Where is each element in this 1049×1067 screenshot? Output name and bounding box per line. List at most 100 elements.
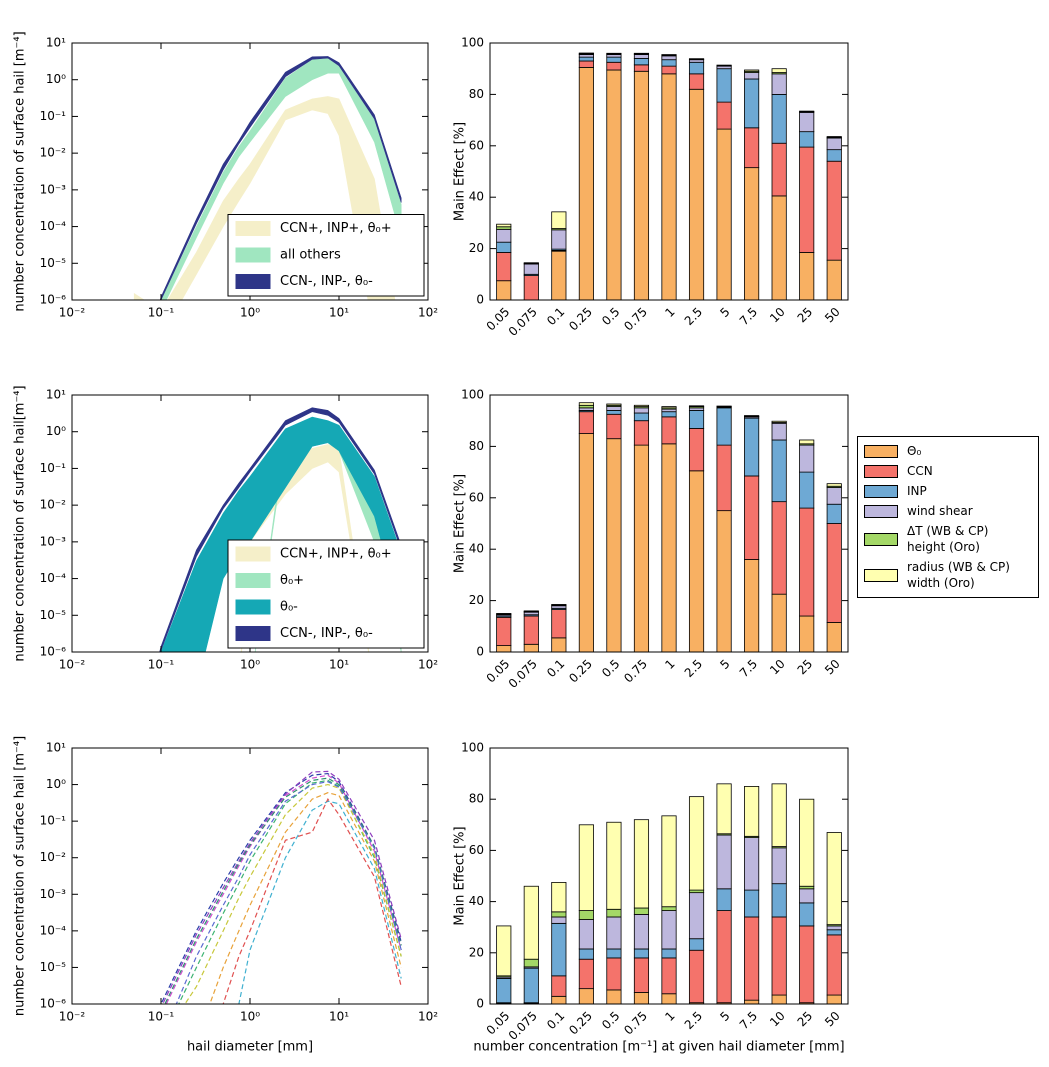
- x-tick-label: 5: [717, 305, 732, 320]
- y-tick-label: 10⁻²: [40, 498, 67, 512]
- bar-segment: [744, 72, 760, 80]
- legend-swatch: [235, 221, 271, 236]
- bar-segment: [606, 989, 622, 1004]
- y-axis-label: number concentration of surface hail [m⁻…: [13, 31, 28, 311]
- bar-segment: [633, 819, 650, 909]
- bar-segment: [716, 405, 732, 407]
- bar-segment: [771, 501, 787, 595]
- plot-area: [496, 783, 842, 1004]
- y-tick-label: 20: [469, 593, 484, 607]
- bar-segment: [606, 56, 622, 63]
- bar-segment: [744, 999, 760, 1004]
- y-tick-label: 10⁻³: [40, 534, 67, 548]
- bar-segment: [661, 993, 677, 1004]
- x-tick-label: 10: [767, 305, 788, 326]
- bar-segment: [826, 137, 842, 151]
- bar-segment: [523, 263, 539, 275]
- bar-segment: [551, 916, 567, 924]
- x-tick-label: 25: [795, 657, 816, 678]
- bar-segment: [688, 428, 705, 472]
- bar-segment: [771, 439, 787, 503]
- y-tick-label: 60: [469, 138, 484, 152]
- bar-segment: [523, 262, 539, 264]
- bar-segment: [688, 796, 705, 891]
- bar-segment: [661, 957, 677, 995]
- bar-segment: [771, 847, 787, 885]
- legend-item: INP: [858, 481, 1038, 501]
- legend-item: wind shear: [858, 501, 1038, 521]
- bar-segment: [826, 523, 842, 623]
- bar-segment: [826, 259, 842, 300]
- bar-segment: [661, 65, 677, 75]
- bar-segment: [799, 902, 815, 927]
- bar-segment: [606, 948, 622, 959]
- x-tick-label: 0.5: [599, 305, 622, 328]
- bar-segment: [633, 957, 650, 993]
- bar-segment: [771, 883, 787, 918]
- y-tick-label: 10⁻⁴: [40, 571, 67, 585]
- y-tick-label: 10⁰: [46, 777, 66, 791]
- legend-label: all others: [280, 248, 341, 263]
- bar-segment: [496, 252, 512, 282]
- bar-segment: [633, 948, 650, 959]
- y-axis-label: Main Effect [%]: [453, 826, 468, 925]
- y-tick-label: 10⁻³: [40, 182, 67, 196]
- bar-segment: [826, 503, 842, 524]
- bar-segment: [606, 61, 622, 71]
- bar-segment: [578, 52, 594, 55]
- y-tick-label: 10⁻¹: [40, 461, 67, 475]
- bar-segment: [606, 69, 622, 300]
- bar-segment: [771, 73, 787, 95]
- x-tick-label: 0.75: [621, 657, 650, 686]
- x-tick-label: 10⁰: [240, 1010, 260, 1024]
- bar-segment: [633, 914, 650, 950]
- series-line: [222, 797, 402, 1004]
- y-axis-label: Main Effect [%]: [453, 474, 468, 573]
- x-tick-label: 7.5: [737, 305, 760, 328]
- legend-swatch: [235, 546, 271, 562]
- legend-label: CCN-, INP-, θ₀-: [280, 626, 373, 641]
- bar-segment: [551, 975, 567, 997]
- series-line: [164, 777, 402, 1004]
- x-tick-label: 0.75: [621, 305, 650, 334]
- bar-segment: [826, 149, 842, 162]
- bar-segment: [578, 910, 594, 920]
- y-tick-label: 10¹: [46, 388, 66, 402]
- bar-segment: [661, 906, 677, 911]
- x-tick-label: 0.1: [544, 1009, 567, 1032]
- y-tick-label: 10⁰: [46, 72, 66, 86]
- bar-segment: [661, 443, 677, 652]
- x-tick-label: 0.075: [506, 305, 540, 339]
- legend: Θ₀ CCN INP wind shear ΔT (WB & CP) height (O…: [857, 436, 1039, 598]
- bar-segment: [551, 911, 567, 918]
- bar-segment: [799, 110, 815, 113]
- y-tick-label: 10¹: [46, 36, 66, 50]
- bar-segment: [606, 821, 622, 910]
- x-tick-label: 10⁻¹: [148, 658, 175, 672]
- y-tick-label: 100: [461, 36, 484, 50]
- bar-segment: [606, 410, 622, 415]
- x-tick-label: 0.1: [544, 657, 567, 680]
- y-tick-label: 10⁻³: [40, 887, 67, 901]
- legend-swatch: [864, 484, 898, 498]
- bar-segment: [771, 195, 787, 300]
- bar-segment: [578, 402, 594, 406]
- legend-label: ΔT (WB & CP) height (Oro): [907, 524, 989, 554]
- legend-label: θ₀-: [280, 600, 298, 615]
- bar-segment: [496, 223, 512, 228]
- bar-segment: [606, 916, 622, 950]
- bar-segment: [744, 69, 760, 72]
- x-tick-label: 0.5: [599, 1009, 622, 1032]
- bar-segment: [744, 837, 760, 891]
- bar-segment: [523, 958, 539, 968]
- x-tick-label: 7.5: [737, 1009, 760, 1032]
- bar-segment: [633, 58, 650, 66]
- y-tick-label: 20: [469, 945, 484, 959]
- x-axis-label: hail diameter [mm]: [187, 1040, 313, 1055]
- bar-segment: [578, 433, 594, 652]
- band-area: [159, 56, 402, 300]
- x-tick-label: 10⁰: [240, 306, 260, 320]
- bar-segment: [688, 88, 705, 300]
